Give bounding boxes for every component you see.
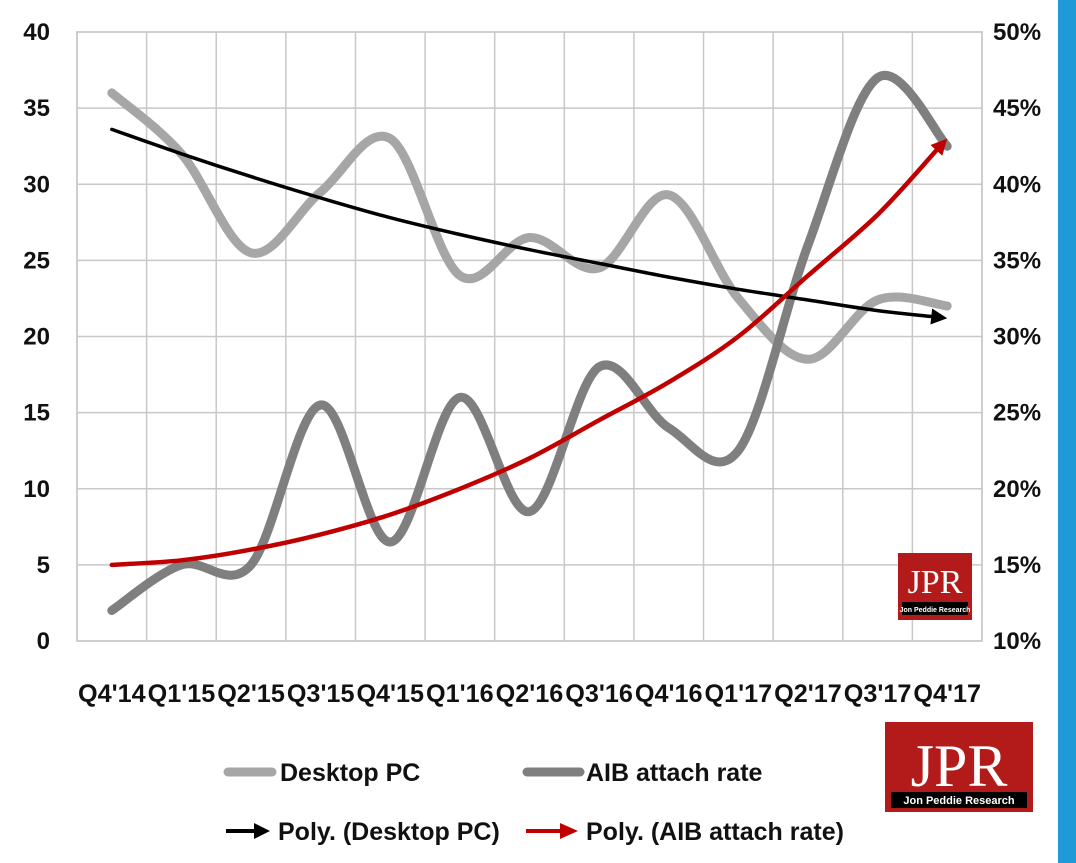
series-poly-desktop-pc	[110, 127, 936, 319]
x-tick-label: Q2'16	[496, 680, 564, 708]
legend-label-desktop-pc: Desktop PC	[280, 759, 420, 787]
y-left-tick-label: 15	[23, 400, 50, 427]
jpr-logo-small: JPR Jon Peddie Research	[898, 553, 972, 620]
x-tick-label: Q1'15	[148, 680, 216, 708]
y-right-tick-label: 25%	[993, 400, 1041, 427]
x-tick-label: Q4'14	[78, 680, 146, 708]
x-tick-label: Q4'15	[356, 680, 424, 708]
y-axis-right: 10% 15% 20% 25% 30% 35% 40% 45% 50%	[993, 19, 1041, 655]
series-poly-aib-attach-rate-arrowhead	[930, 138, 948, 156]
x-tick-label: Q2'15	[217, 680, 285, 708]
legend-label-poly-desktop-pc: Poly. (Desktop PC)	[278, 818, 500, 846]
series-layer	[107, 70, 952, 615]
legend-item-desktop-pc: Desktop PC	[223, 759, 420, 787]
y-left-tick-label: 20	[23, 324, 50, 351]
logo-small-main: JPR	[908, 564, 963, 601]
y-right-tick-label: 20%	[993, 476, 1041, 503]
y-left-tick-label: 0	[37, 628, 50, 655]
y-right-tick-label: 35%	[993, 247, 1041, 274]
y-left-tick-label: 40	[23, 19, 50, 46]
y-right-tick-label: 45%	[993, 95, 1041, 122]
y-axis-left: 0 5 10 15 20 25 30 35 40	[23, 19, 50, 655]
jpr-logo-large: JPR Jon Peddie Research	[885, 722, 1033, 812]
series-poly-desktop-pc-arrowhead	[930, 308, 948, 325]
x-tick-label: Q4'16	[635, 680, 703, 708]
y-left-tick-label: 10	[23, 476, 50, 503]
edge-bar	[1058, 0, 1076, 863]
legend-item-aib-attach-rate: AIB attach rate	[522, 759, 763, 787]
series-desktop-pc	[107, 88, 952, 364]
x-tick-label: Q3'15	[287, 680, 355, 708]
legend-label-poly-aib-attach-rate: Poly. (AIB attach rate)	[586, 818, 844, 846]
y-right-tick-label: 50%	[993, 19, 1041, 46]
y-right-tick-label: 30%	[993, 324, 1041, 351]
y-right-tick-label: 40%	[993, 171, 1041, 198]
x-tick-label: Q1'17	[705, 680, 773, 708]
x-tick-label: Q3'16	[565, 680, 633, 708]
y-left-tick-label: 30	[23, 171, 50, 198]
x-tick-label: Q4'17	[913, 680, 981, 708]
legend-item-poly-desktop-pc: Poly. (Desktop PC)	[226, 818, 500, 846]
y-right-tick-label: 10%	[993, 628, 1041, 655]
logo-large-main: JPR	[911, 733, 1008, 799]
legend-item-poly-aib-attach-rate: Poly. (AIB attach rate)	[526, 818, 844, 846]
legend-label-aib-attach-rate: AIB attach rate	[586, 759, 763, 787]
x-tick-label: Q3'17	[844, 680, 912, 708]
x-tick-label: Q1'16	[426, 680, 494, 708]
logo-large-sub: Jon Peddie Research	[903, 795, 1015, 807]
x-tick-label: Q2'17	[774, 680, 842, 708]
legend: Desktop PC AIB attach rate Poly. (Deskto…	[223, 759, 844, 846]
y-left-tick-label: 35	[23, 95, 50, 122]
series-aib-attach-rate	[107, 70, 952, 615]
y-left-tick-label: 25	[23, 247, 50, 274]
series-poly-aib-attach-rate	[109, 146, 940, 568]
grid	[76, 31, 983, 642]
y-left-tick-label: 5	[37, 552, 50, 579]
logo-small-sub: Jon Peddie Research	[900, 607, 971, 614]
x-axis: Q4'14 Q1'15 Q2'15 Q3'15 Q4'15 Q1'16 Q2'16 Q3'16…	[78, 680, 981, 708]
y-right-tick-label: 15%	[993, 552, 1041, 579]
